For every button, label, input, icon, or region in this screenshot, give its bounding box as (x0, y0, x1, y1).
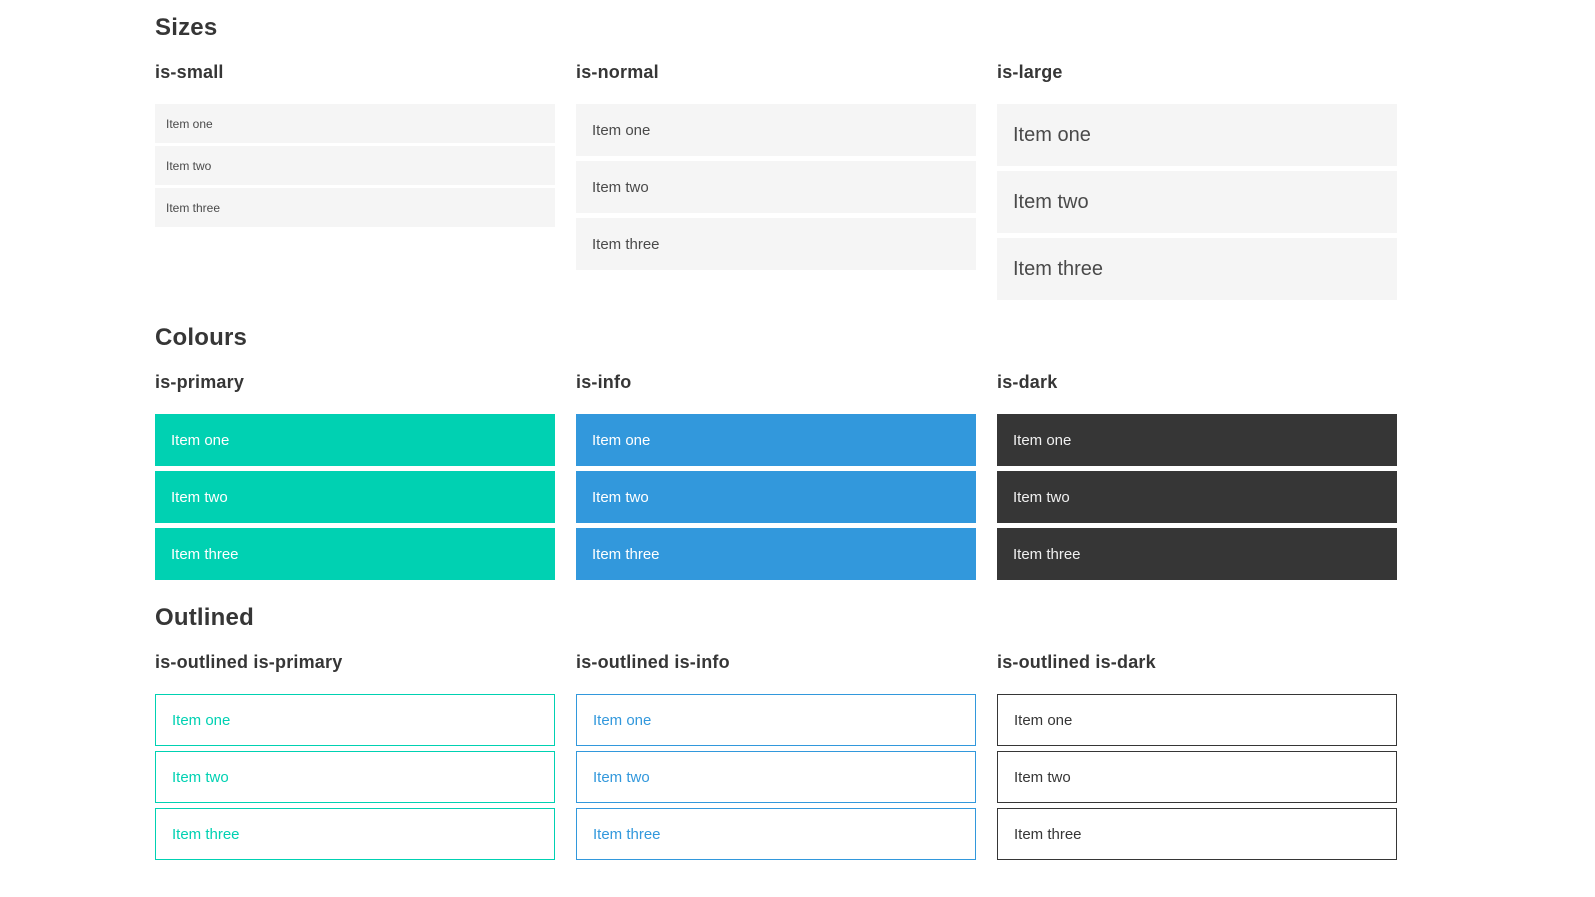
list-is-outlined-is-info: Item one Item two Item three (576, 694, 976, 860)
list-item[interactable]: Item two (576, 161, 976, 213)
list-item[interactable]: Item three (576, 808, 976, 860)
section-title-colours: Colours (155, 324, 248, 351)
list-item[interactable]: Item one (997, 414, 1397, 466)
group-label-is-info: is-info (576, 372, 632, 392)
list-item[interactable]: Item three (997, 808, 1397, 860)
group-label-is-dark: is-dark (997, 372, 1058, 392)
list-item[interactable]: Item two (576, 471, 976, 523)
list-item[interactable]: Item one (155, 104, 555, 143)
column-is-outlined-is-info: is-outlined is-info Item one Item two It… (576, 652, 976, 860)
list-item[interactable]: Item one (155, 414, 555, 466)
list-is-large: Item one Item two Item three (997, 104, 1397, 300)
list-item[interactable]: Item three (576, 218, 976, 270)
list-item[interactable]: Item three (155, 528, 555, 580)
column-is-info: is-info Item one Item two Item three (576, 372, 976, 580)
list-item[interactable]: Item one (576, 414, 976, 466)
list-item[interactable]: Item two (997, 171, 1397, 233)
column-is-primary: is-primary Item one Item two Item three (155, 372, 555, 580)
group-label-is-outlined-is-primary: is-outlined is-primary (155, 652, 343, 672)
group-label-is-normal: is-normal (576, 62, 659, 82)
list-item[interactable]: Item three (155, 808, 555, 860)
list-item[interactable]: Item one (576, 694, 976, 746)
list-is-primary: Item one Item two Item three (155, 414, 555, 580)
list-item[interactable]: Item one (997, 104, 1397, 166)
column-is-outlined-is-dark: is-outlined is-dark Item one Item two It… (997, 652, 1397, 860)
column-is-large: is-large Item one Item two Item three (997, 62, 1397, 300)
group-label-is-small: is-small (155, 62, 224, 82)
sizes-columns: is-small Item one Item two Item three is… (155, 62, 1397, 300)
list-item[interactable]: Item one (997, 694, 1397, 746)
colours-columns: is-primary Item one Item two Item three … (155, 372, 1397, 580)
section-outlined: Outlined is-outlined is-primary Item one… (155, 604, 1397, 860)
list-item[interactable]: Item two (155, 146, 555, 185)
list-item[interactable]: Item three (576, 528, 976, 580)
list-is-dark: Item one Item two Item three (997, 414, 1397, 580)
column-is-dark: is-dark Item one Item two Item three (997, 372, 1397, 580)
outlined-columns: is-outlined is-primary Item one Item two… (155, 652, 1397, 860)
column-is-normal: is-normal Item one Item two Item three (576, 62, 976, 300)
list-is-outlined-is-dark: Item one Item two Item three (997, 694, 1397, 860)
column-is-small: is-small Item one Item two Item three (155, 62, 555, 300)
list-is-small: Item one Item two Item three (155, 104, 555, 227)
section-colours: Colours is-primary Item one Item two Ite… (155, 324, 1397, 580)
list-item[interactable]: Item two (997, 751, 1397, 803)
list-item[interactable]: Item two (155, 751, 555, 803)
section-sizes: Sizes is-small Item one Item two Item th… (155, 14, 1397, 300)
group-label-is-outlined-is-info: is-outlined is-info (576, 652, 730, 672)
column-is-outlined-is-primary: is-outlined is-primary Item one Item two… (155, 652, 555, 860)
group-label-is-large: is-large (997, 62, 1063, 82)
group-label-is-outlined-is-dark: is-outlined is-dark (997, 652, 1156, 672)
list-item[interactable]: Item one (155, 694, 555, 746)
list-is-info: Item one Item two Item three (576, 414, 976, 580)
list-item[interactable]: Item one (576, 104, 976, 156)
list-item[interactable]: Item two (155, 471, 555, 523)
list-is-normal: Item one Item two Item three (576, 104, 976, 270)
section-title-outlined: Outlined (155, 604, 254, 631)
list-item[interactable]: Item three (997, 528, 1397, 580)
list-is-outlined-is-primary: Item one Item two Item three (155, 694, 555, 860)
section-title-sizes: Sizes (155, 14, 218, 41)
list-item[interactable]: Item three (155, 188, 555, 227)
list-item[interactable]: Item two (997, 471, 1397, 523)
group-label-is-primary: is-primary (155, 372, 245, 392)
list-item[interactable]: Item two (576, 751, 976, 803)
list-item[interactable]: Item three (997, 238, 1397, 300)
